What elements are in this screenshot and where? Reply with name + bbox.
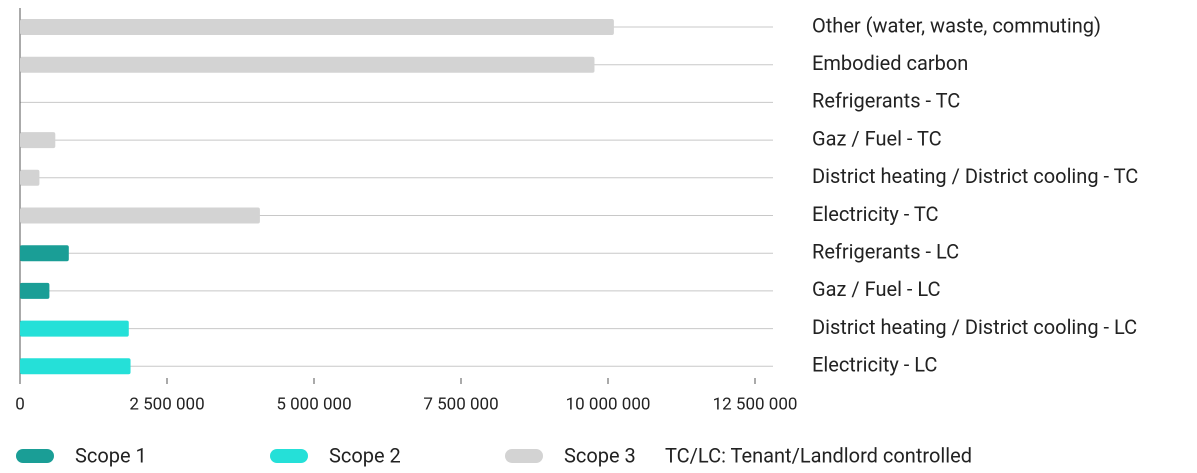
category-label: District heating / District cooling - TC [812, 164, 1138, 188]
category-label: Refrigerants - LC [812, 239, 959, 263]
x-tick-label: 2 500 000 [129, 394, 204, 414]
legend-label: Scope 2 [329, 443, 401, 467]
category-label: Other (water, waste, commuting) [812, 13, 1101, 37]
x-tick-label: 12 500 000 [713, 394, 798, 414]
legend-note: TC/LC: Tenant/Landlord controlled [665, 443, 972, 467]
bar [20, 320, 129, 337]
category-label: Refrigerants - TC [812, 89, 960, 113]
category-label: Electricity - TC [812, 202, 939, 226]
legend-label: Scope 1 [75, 443, 147, 467]
legend-swatch [505, 449, 543, 463]
bar [20, 132, 56, 149]
x-tick-label: 7 500 000 [423, 394, 498, 414]
bar [20, 282, 50, 299]
bar [20, 56, 595, 73]
bar [20, 19, 614, 35]
bar [20, 245, 69, 262]
category-label: Electricity - LC [812, 353, 937, 377]
legend-swatch [16, 449, 54, 463]
category-label: Gaz / Fuel - TC [812, 126, 942, 150]
x-tick-label: 10 000 000 [566, 394, 651, 414]
category-label: District heating / District cooling - LC [812, 315, 1137, 339]
category-label: Embodied carbon [812, 51, 968, 75]
legend-swatch [270, 449, 308, 463]
bar [20, 358, 131, 375]
category-label: Gaz / Fuel - LC [812, 277, 941, 301]
bar [20, 207, 260, 224]
x-tick-label: 5 000 000 [276, 394, 351, 414]
x-tick-label: 0 [15, 394, 25, 414]
bar [20, 169, 40, 186]
legend-label: Scope 3 [564, 443, 636, 467]
